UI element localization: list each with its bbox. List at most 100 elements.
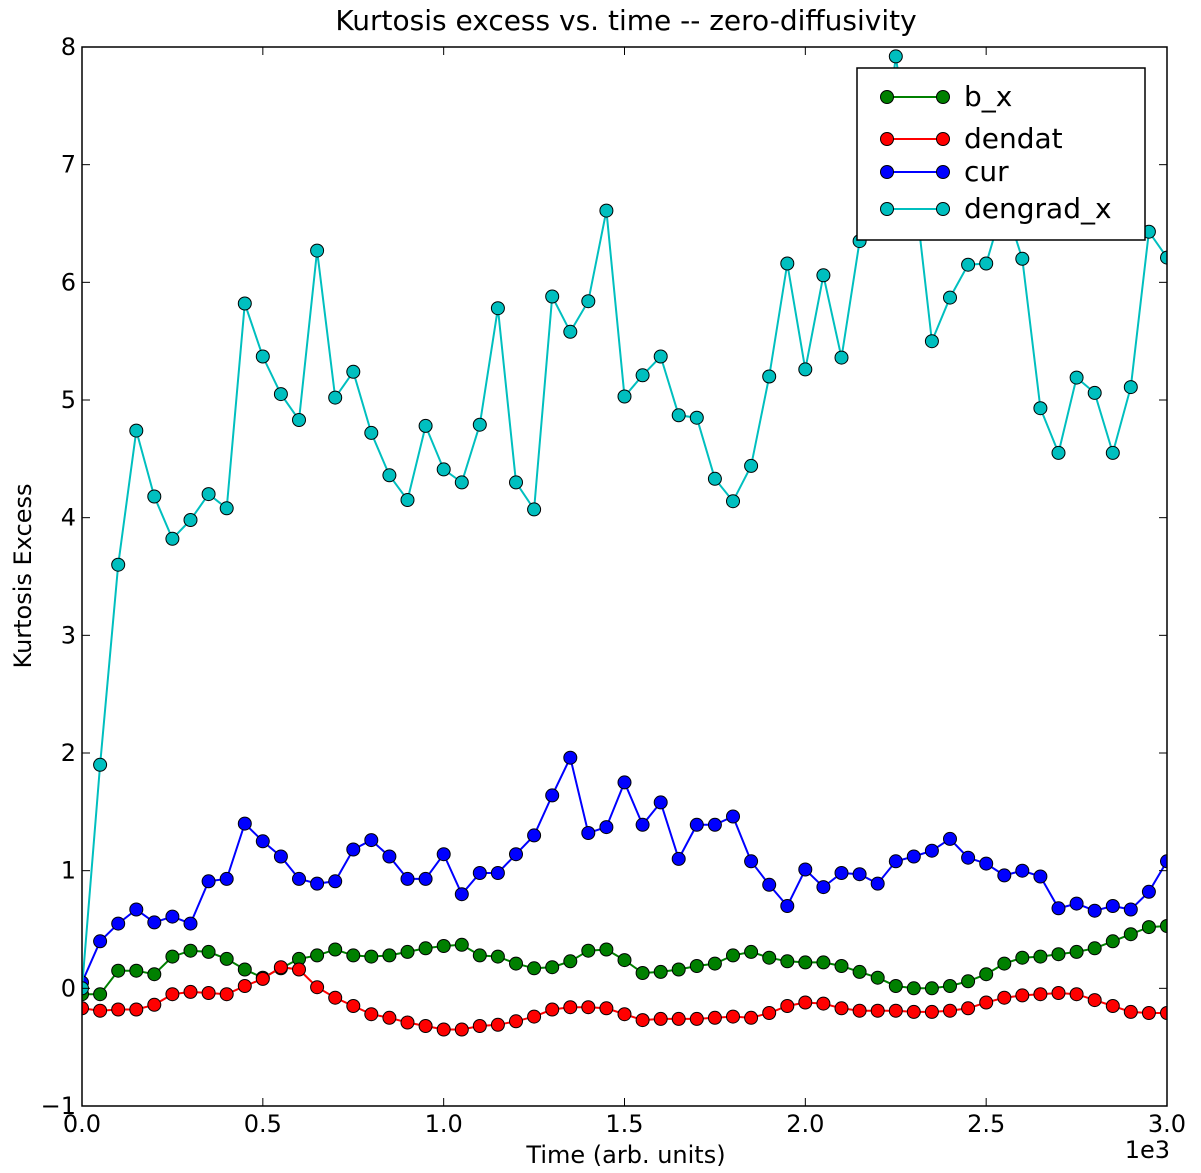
data-point [690, 818, 703, 831]
data-point [112, 558, 125, 571]
legend-label: cur [964, 155, 1009, 188]
data-point [1016, 252, 1029, 265]
data-point [329, 875, 342, 888]
data-point [817, 956, 830, 969]
data-point [112, 964, 125, 977]
data-point [944, 980, 957, 993]
data-point [202, 987, 215, 1000]
data-point [727, 495, 740, 508]
data-point [708, 957, 721, 970]
data-point [546, 1003, 559, 1016]
data-point [763, 951, 776, 964]
legend-label: b_x [964, 80, 1012, 113]
data-point [781, 257, 794, 270]
data-point [708, 1011, 721, 1024]
data-point [220, 502, 233, 515]
x-tick-label: 3.0 [1148, 1110, 1186, 1138]
data-point [1106, 900, 1119, 913]
data-point [835, 867, 848, 880]
data-point [166, 950, 179, 963]
y-tick-label: 1 [61, 857, 76, 885]
data-point [708, 472, 721, 485]
data-point [1052, 948, 1065, 961]
data-point [889, 980, 902, 993]
data-point [1124, 381, 1137, 394]
data-point [690, 411, 703, 424]
y-tick-label: 6 [61, 268, 76, 296]
legend-marker [937, 166, 950, 179]
data-point [383, 469, 396, 482]
data-point [600, 821, 613, 834]
data-point [202, 488, 215, 501]
data-point [546, 961, 559, 974]
data-point [238, 297, 251, 310]
data-point [672, 409, 685, 422]
data-point [672, 852, 685, 865]
data-point [781, 1000, 794, 1013]
data-point [1106, 935, 1119, 948]
data-point [383, 850, 396, 863]
legend-marker [881, 166, 894, 179]
data-point [889, 1004, 902, 1017]
data-point [1052, 446, 1065, 459]
data-point [473, 949, 486, 962]
data-point [401, 494, 414, 507]
data-point [1070, 897, 1083, 910]
data-point [564, 751, 577, 764]
data-point [980, 857, 993, 870]
data-point [618, 776, 631, 789]
data-point [998, 869, 1011, 882]
data-point [473, 1020, 486, 1033]
data-point [510, 476, 523, 489]
x-tick-label: 0.5 [244, 1110, 282, 1138]
data-point [365, 950, 378, 963]
data-point [600, 943, 613, 956]
data-point [274, 850, 287, 863]
data-point [94, 935, 107, 948]
data-point [1070, 945, 1083, 958]
data-point [311, 981, 324, 994]
data-point [582, 295, 595, 308]
data-point [112, 1003, 125, 1016]
data-point [980, 257, 993, 270]
data-point [238, 980, 251, 993]
data-point [293, 872, 306, 885]
data-point [817, 881, 830, 894]
data-point [437, 940, 450, 953]
data-point [455, 1023, 468, 1036]
data-point [708, 818, 721, 831]
data-point [401, 1016, 414, 1029]
data-point [473, 418, 486, 431]
data-point [347, 1000, 360, 1013]
data-point [835, 960, 848, 973]
x-tick-label: 1.0 [425, 1110, 463, 1138]
legend-label: dendat [964, 122, 1063, 155]
data-point [455, 888, 468, 901]
data-point [727, 949, 740, 962]
data-point [365, 1008, 378, 1021]
data-point [582, 827, 595, 840]
data-point [871, 1004, 884, 1017]
data-point [274, 388, 287, 401]
data-point [745, 459, 758, 472]
data-point [419, 419, 432, 432]
data-point [184, 514, 197, 527]
data-point [1034, 402, 1047, 415]
data-point [510, 957, 523, 970]
data-point [238, 817, 251, 830]
data-point [1052, 902, 1065, 915]
data-point [130, 903, 143, 916]
data-point [94, 758, 107, 771]
data-point [618, 1008, 631, 1021]
data-point [347, 843, 360, 856]
data-point [690, 1012, 703, 1025]
data-point [925, 844, 938, 857]
y-tick-label: 5 [61, 386, 76, 414]
data-point [184, 944, 197, 957]
data-point [293, 414, 306, 427]
data-point [220, 872, 233, 885]
data-point [690, 960, 703, 973]
data-point [1016, 989, 1029, 1002]
data-point [654, 350, 667, 363]
